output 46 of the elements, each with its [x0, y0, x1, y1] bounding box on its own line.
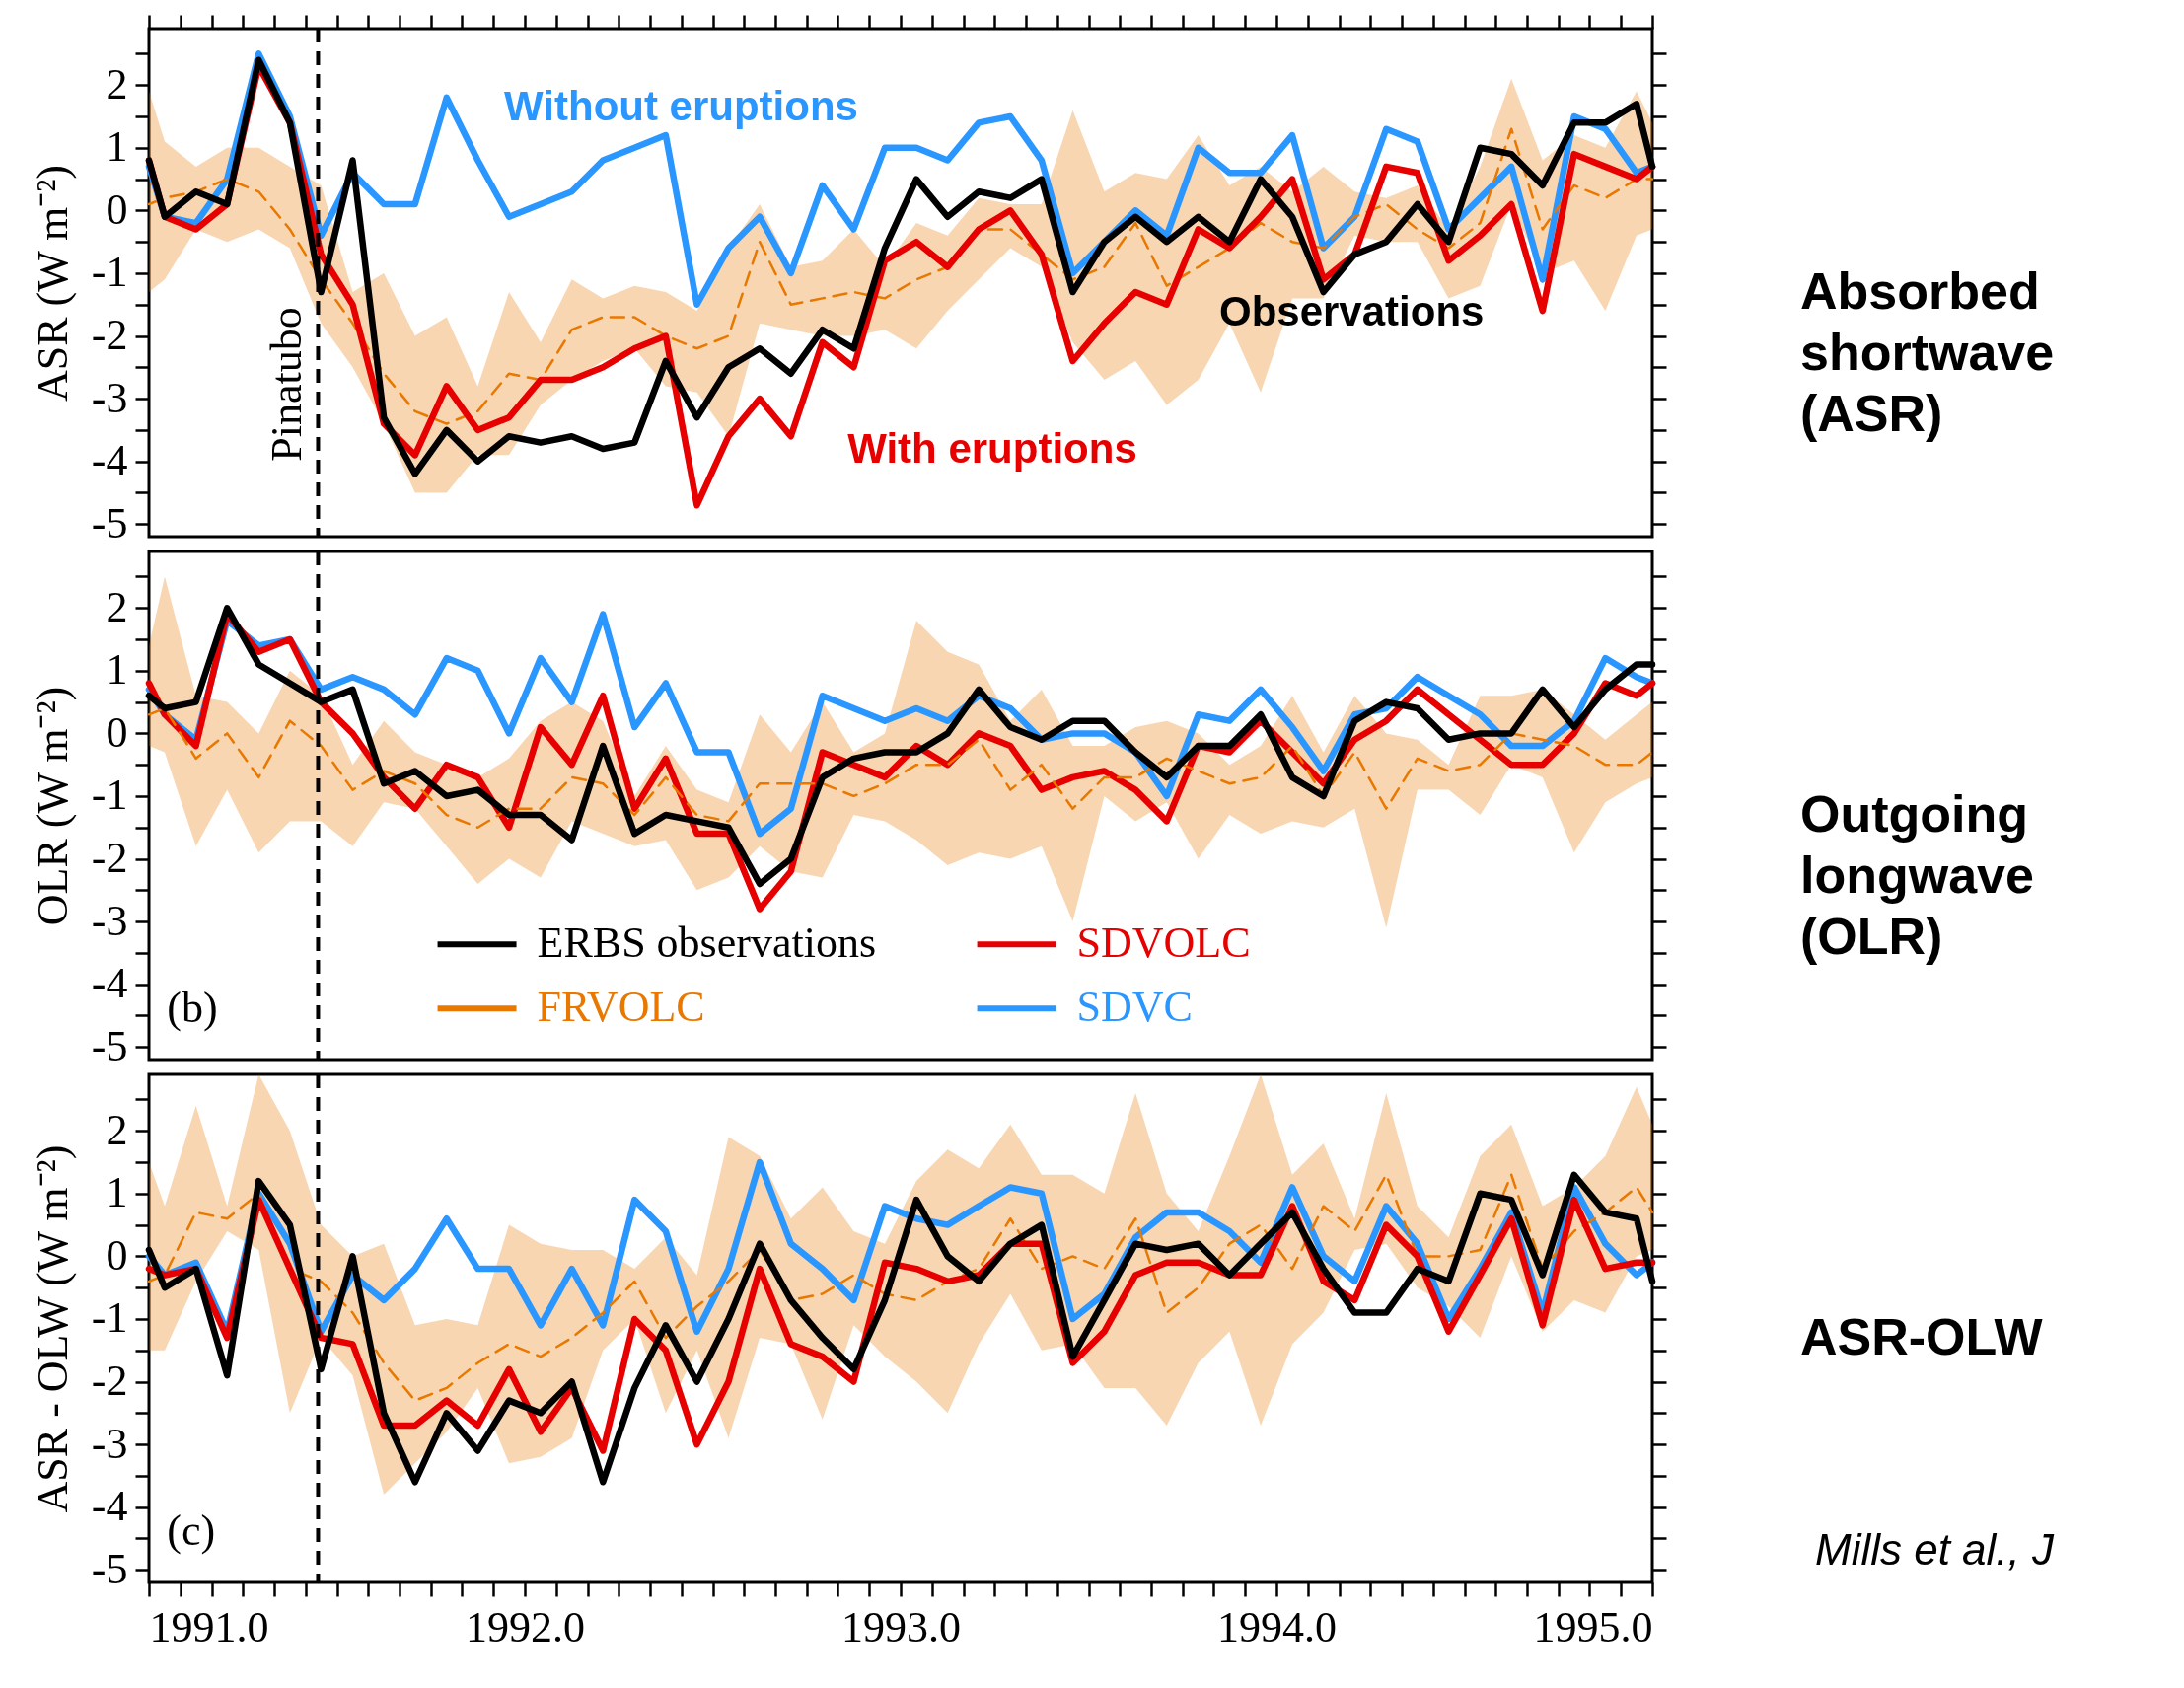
y-tick-label: -3: [91, 1419, 128, 1468]
y-tick-label: -2: [91, 834, 128, 883]
text: Outgoing longwave (OLR): [1800, 784, 2034, 965]
y-tick-label: 0: [106, 707, 128, 757]
x-tick-label: 1995.0: [1533, 1602, 1653, 1651]
y-tick-label: -5: [91, 1544, 128, 1593]
y-tick-label: -5: [91, 498, 128, 548]
y-tick-label: 2: [106, 59, 128, 109]
y-tick-label: 1: [106, 122, 128, 172]
text: Absorbed shortwave (ASR): [1800, 261, 2055, 442]
legend-label: SDVC: [1076, 983, 1193, 1032]
x-tick-label: 1994.0: [1217, 1602, 1337, 1651]
y-tick-label: -5: [91, 1021, 128, 1070]
annotation: (c): [167, 1505, 216, 1555]
y-tick-label: -2: [91, 1357, 128, 1406]
y-tick-label: 1: [106, 645, 128, 695]
series-label: Without eruptions: [504, 83, 858, 130]
y-tick-label: 0: [106, 1230, 128, 1280]
y-axis-title: OLR (W m⁻²): [28, 686, 77, 926]
y-tick-label: 1: [106, 1168, 128, 1217]
legend-label: SDVOLC: [1076, 918, 1251, 968]
legend-label: FRVOLC: [537, 983, 705, 1032]
y-tick-label: -1: [91, 1293, 128, 1343]
y-axis-title: ASR - OLW (W m⁻²): [28, 1144, 77, 1513]
y-tick-label: -1: [91, 248, 128, 297]
annotation: (b): [167, 983, 218, 1032]
y-tick-label: -4: [91, 436, 128, 485]
series-label: With eruptions: [847, 425, 1137, 473]
y-tick-label: -1: [91, 771, 128, 820]
y-tick-label: 2: [106, 1105, 128, 1154]
ref-line-label: Pinatubo: [262, 307, 312, 462]
text: ASR-OLW: [1800, 1307, 2044, 1365]
series-label: Observations: [1218, 288, 1485, 335]
text: Mills et al., J: [1815, 1525, 2056, 1575]
y-tick-label: -2: [91, 311, 128, 360]
y-tick-label: -3: [91, 373, 128, 422]
y-tick-label: 0: [106, 184, 128, 234]
legend-label: ERBS observations: [537, 918, 877, 968]
x-tick-label: 1993.0: [841, 1602, 961, 1651]
x-tick-label: 1992.0: [466, 1602, 585, 1651]
x-tick-label: 1991.0: [149, 1602, 269, 1651]
y-tick-label: 2: [106, 582, 128, 631]
y-tick-label: -4: [91, 959, 128, 1008]
y-axis-title: ASR (W m⁻²): [28, 164, 77, 403]
y-tick-label: -4: [91, 1482, 128, 1531]
y-tick-label: -3: [91, 896, 128, 945]
